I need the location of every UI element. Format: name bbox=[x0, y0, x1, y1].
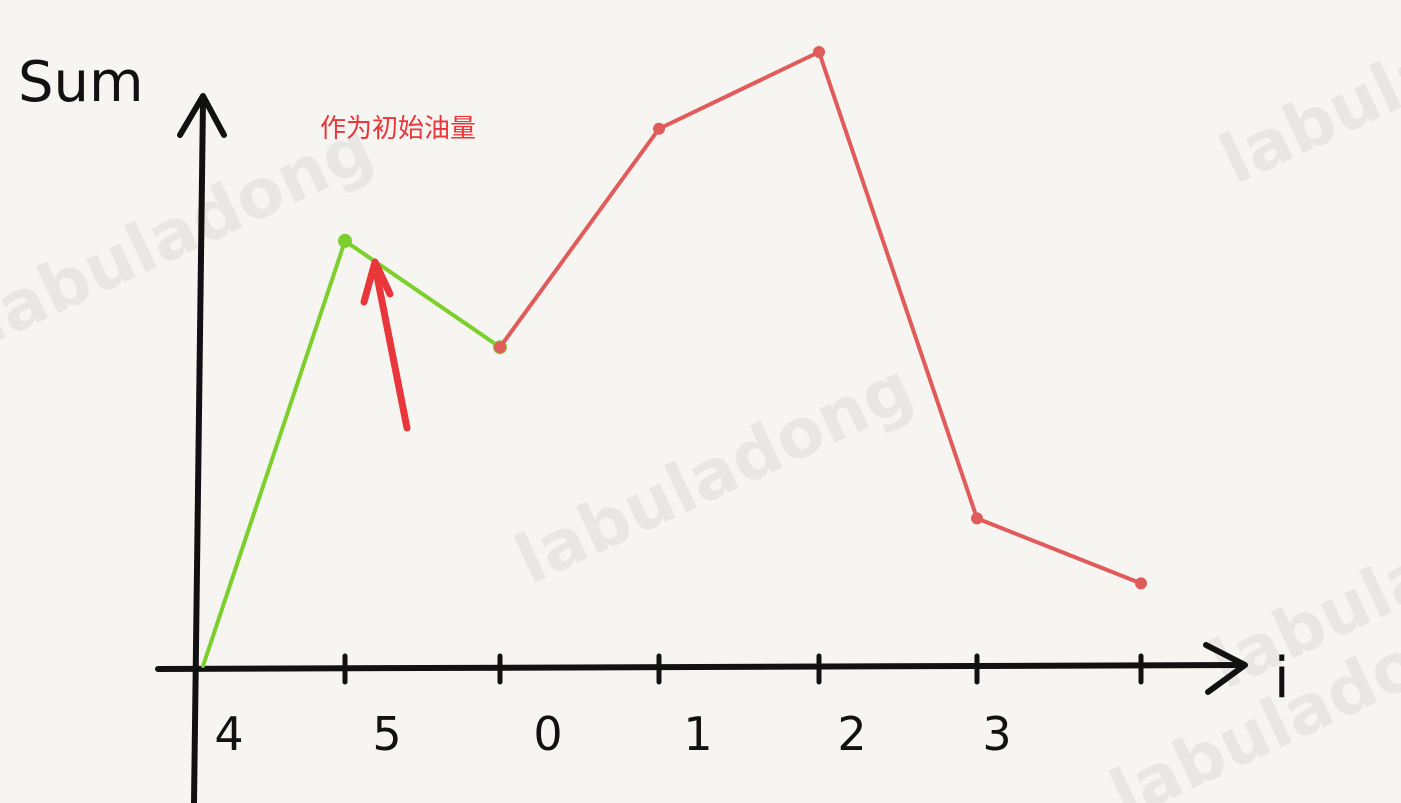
x-tick-label: 5 bbox=[372, 707, 401, 761]
data-point bbox=[1135, 577, 1147, 590]
x-ticks bbox=[342, 653, 1144, 685]
x-tick-label: 2 bbox=[837, 707, 866, 761]
y-axis-title: Sum bbox=[18, 50, 144, 115]
x-axis-arrow bbox=[1203, 642, 1248, 695]
data-point bbox=[813, 46, 825, 58]
watermark-text: labuladong bbox=[504, 348, 925, 600]
annotation-arrow-shaft bbox=[373, 272, 411, 432]
data-point bbox=[653, 122, 665, 135]
data-point bbox=[971, 512, 983, 525]
y-axis-line bbox=[191, 97, 206, 803]
watermark-text: labuladong bbox=[0, 108, 385, 360]
annotation-text: 作为初始油量 bbox=[320, 114, 476, 144]
x-tick-label: 4 bbox=[214, 707, 243, 761]
data-point bbox=[494, 341, 506, 354]
watermark-text: labuladong bbox=[1209, 0, 1401, 200]
annotation-group: 作为初始油量 bbox=[320, 114, 476, 432]
x-tick-label: 0 bbox=[533, 707, 562, 761]
x-tick-label: 1 bbox=[683, 707, 712, 761]
plot-area bbox=[201, 46, 1147, 668]
x-tick-labels: 4 5 0 1 2 3 bbox=[214, 707, 1011, 761]
y-axis-arrow bbox=[177, 93, 227, 138]
x-axis-line bbox=[155, 662, 1245, 672]
series-line bbox=[201, 238, 502, 668]
annotation-arrow-head bbox=[360, 258, 394, 306]
x-tick-label: 3 bbox=[982, 707, 1011, 761]
x-axis-title: i bbox=[1274, 646, 1290, 711]
axes: Sum i 4 5 0 1 2 3 bbox=[18, 50, 1290, 803]
data-point bbox=[338, 233, 352, 248]
